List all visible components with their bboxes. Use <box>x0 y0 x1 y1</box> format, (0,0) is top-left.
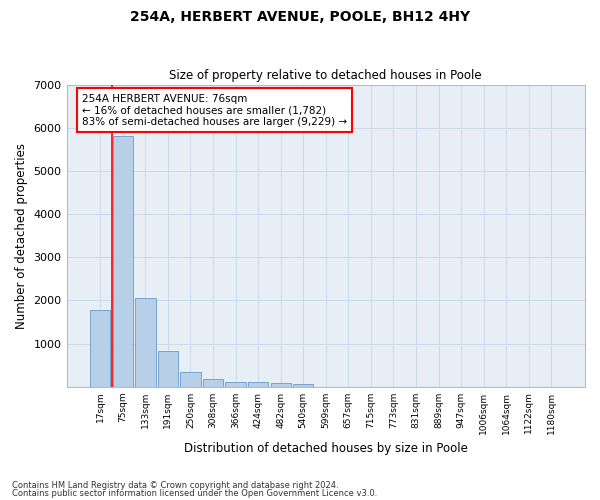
Bar <box>271 382 291 386</box>
Text: 254A, HERBERT AVENUE, POOLE, BH12 4HY: 254A, HERBERT AVENUE, POOLE, BH12 4HY <box>130 10 470 24</box>
Text: Contains HM Land Registry data © Crown copyright and database right 2024.: Contains HM Land Registry data © Crown c… <box>12 481 338 490</box>
Bar <box>203 378 223 386</box>
Bar <box>113 136 133 386</box>
Bar <box>293 384 313 386</box>
Text: Contains public sector information licensed under the Open Government Licence v3: Contains public sector information licen… <box>12 488 377 498</box>
X-axis label: Distribution of detached houses by size in Poole: Distribution of detached houses by size … <box>184 442 468 455</box>
Bar <box>90 310 110 386</box>
Bar <box>135 298 155 386</box>
Bar <box>248 382 268 386</box>
Y-axis label: Number of detached properties: Number of detached properties <box>15 142 28 328</box>
Title: Size of property relative to detached houses in Poole: Size of property relative to detached ho… <box>169 69 482 82</box>
Bar <box>158 352 178 386</box>
Bar <box>181 372 200 386</box>
Text: 254A HERBERT AVENUE: 76sqm
← 16% of detached houses are smaller (1,782)
83% of s: 254A HERBERT AVENUE: 76sqm ← 16% of deta… <box>82 94 347 127</box>
Bar <box>226 382 246 386</box>
